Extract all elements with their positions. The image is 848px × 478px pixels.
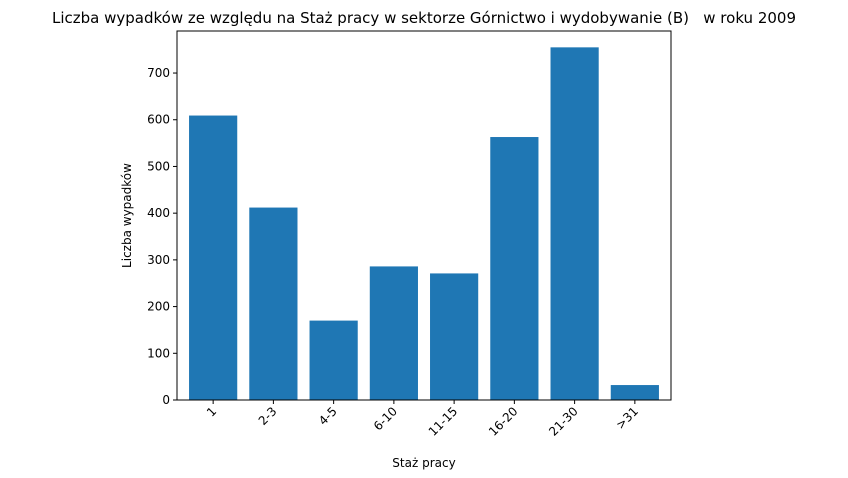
bar-1 [189, 115, 238, 401]
x-tick-label: >31 [613, 404, 641, 432]
bar-2-3 [249, 207, 298, 400]
y-tick-label: 500 [147, 159, 170, 173]
x-tick-label: 1 [204, 404, 219, 419]
y-tick-label: 400 [147, 206, 170, 220]
y-tick-label: 700 [147, 66, 170, 80]
x-tick-label: 4-5 [316, 404, 340, 428]
bar-11-15 [430, 273, 479, 400]
x-tick-label: 2-3 [256, 404, 280, 428]
y-axis-label: Liczba wypadków [120, 163, 134, 268]
x-tick-label: 11-15 [426, 404, 461, 439]
x-axis-label: Staż pracy [392, 456, 455, 470]
x-tick-label: 21-30 [546, 404, 581, 439]
bar-4-5 [309, 320, 358, 400]
y-tick-label: 600 [147, 113, 170, 127]
plot-frame [176, 30, 672, 401]
bar-16-20 [490, 137, 539, 400]
bar-21-30 [550, 47, 599, 400]
chart-title: Liczba wypadków ze względu na Staż pracy… [52, 9, 796, 27]
y-tick-label: 0 [162, 393, 170, 407]
x-tick-label: 6-10 [371, 404, 400, 433]
bars-group [189, 47, 659, 401]
x-tick-label: 16-20 [486, 404, 521, 439]
y-tick-label: 100 [147, 346, 170, 360]
y-tick-label: 200 [147, 300, 170, 314]
y-tick-label: 300 [147, 253, 170, 267]
x-axis: 1 2-3 4-5 6-10 11-15 16-20 21-30 >31 [204, 400, 641, 439]
y-axis: 0 100 200 300 400 500 600 700 [147, 66, 177, 407]
bar-6-10 [369, 266, 418, 400]
bar->31 [610, 385, 659, 400]
